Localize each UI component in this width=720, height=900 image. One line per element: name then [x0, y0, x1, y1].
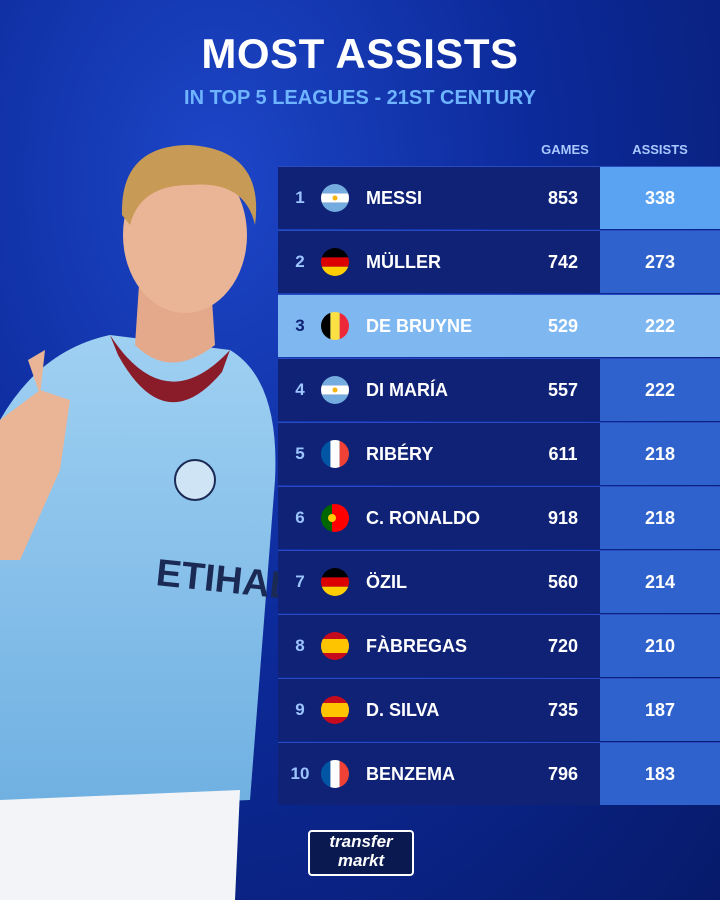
- rank-cell: 2: [295, 252, 305, 271]
- flag-icon: [321, 184, 349, 212]
- table-row: 218 5 RIBÉRY 611: [278, 422, 720, 485]
- assists-cell: 183: [600, 743, 720, 805]
- column-header: ASSISTS: [632, 142, 688, 157]
- games-cell: 529: [547, 316, 579, 336]
- subtitle: IN TOP 5 LEAGUES - 21ST CENTURY: [184, 87, 536, 109]
- rank-cell: 9: [295, 700, 305, 719]
- rank-cell: 7: [295, 572, 305, 591]
- rank-cell: 8: [295, 636, 305, 655]
- assists-cell: 210: [600, 615, 720, 677]
- table-row: 183 10 BENZEMA 796: [278, 742, 720, 805]
- rank-cell: 4: [295, 380, 305, 399]
- logo-text: markt: [337, 851, 385, 870]
- title: MOST ASSISTS: [201, 30, 519, 77]
- assists-cell: 338: [600, 167, 720, 229]
- rank-cell: 10: [290, 764, 310, 783]
- table-row: 210 8 FÀBREGAS 720: [278, 614, 720, 677]
- assists-cell: 218: [600, 423, 720, 485]
- assists-cell: 222: [600, 295, 720, 357]
- assists-cell: 218: [600, 487, 720, 549]
- table-row: 187 9 D. SILVA 735: [278, 678, 720, 741]
- player-name: BENZEMA: [366, 764, 455, 784]
- assists-cell: 214: [600, 551, 720, 613]
- flag-icon: [321, 568, 349, 596]
- rank-cell: 6: [295, 508, 305, 527]
- logo-text: transfer: [329, 832, 393, 851]
- player-name: D. SILVA: [366, 700, 440, 720]
- assists-cell: 187: [600, 679, 720, 741]
- player-name: MÜLLER: [366, 252, 441, 272]
- assists-cell: 222: [600, 359, 720, 421]
- table-row: 273 2 MÜLLER 742: [278, 230, 720, 293]
- games-cell: 796: [547, 764, 579, 784]
- column-header: GAMES: [541, 142, 589, 157]
- player-name: DI MARÍA: [366, 380, 448, 400]
- player-name: RIBÉRY: [366, 444, 434, 464]
- player-name: DE BRUYNE: [366, 316, 473, 336]
- table-row: 222 4 DI MARÍA 557: [278, 358, 720, 421]
- table-row: 218 6 C. RONALDO 918: [278, 486, 720, 549]
- flag-icon: [321, 696, 349, 724]
- assists-cell: 273: [600, 231, 720, 293]
- rank-cell: 5: [295, 444, 305, 463]
- games-cell: 918: [547, 508, 579, 528]
- flag-icon: [321, 312, 349, 340]
- flag-icon: [321, 760, 349, 788]
- rank-cell: 3: [295, 316, 305, 335]
- games-cell: 742: [547, 252, 579, 272]
- table-row: 338 1 MESSI 853: [278, 166, 720, 229]
- player-name: FÀBREGAS: [366, 636, 468, 656]
- games-cell: 557: [547, 380, 579, 400]
- table-row: 222 3 DE BRUYNE 529: [278, 294, 720, 357]
- flag-icon: [321, 632, 349, 660]
- games-cell: 735: [547, 700, 579, 720]
- rank-cell: 1: [295, 188, 305, 207]
- games-cell: 720: [547, 636, 579, 656]
- player-name: MESSI: [366, 188, 423, 208]
- player-name: ÖZIL: [366, 572, 407, 592]
- flag-icon: [321, 504, 349, 532]
- flag-icon: [321, 248, 349, 276]
- games-cell: 853: [547, 188, 579, 208]
- player-photo: ETIHAD: [0, 145, 290, 900]
- table-row: 214 7 ÖZIL 560: [278, 550, 720, 613]
- games-cell: 560: [547, 572, 579, 592]
- player-name: C. RONALDO: [366, 508, 480, 528]
- flag-icon: [321, 376, 349, 404]
- games-cell: 611: [548, 444, 578, 464]
- logo: transfer markt: [308, 830, 414, 876]
- flag-icon: [321, 440, 349, 468]
